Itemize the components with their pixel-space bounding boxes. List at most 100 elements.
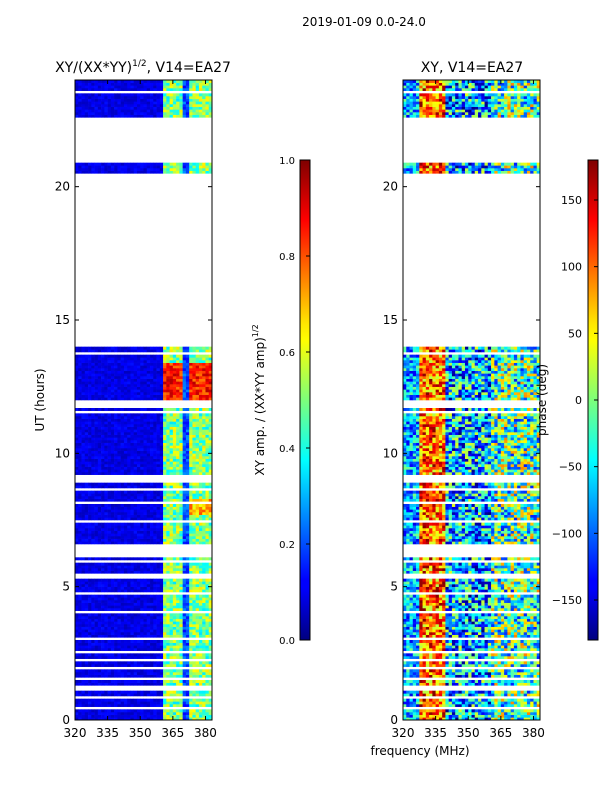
heatmap-cell — [205, 482, 210, 486]
heatmap-cell — [123, 445, 128, 449]
heatmap-cell — [140, 482, 144, 486]
heatmap-cell — [114, 450, 118, 454]
heatmap-cell — [150, 581, 154, 585]
heatmap-cell — [127, 642, 131, 646]
heatmap-cell — [117, 106, 121, 110]
heatmap-cell — [110, 690, 115, 694]
heatmap-cell — [143, 717, 148, 721]
heatmap-cell — [91, 453, 95, 457]
heatmap-cell — [97, 584, 102, 587]
heatmap-cell — [101, 432, 105, 435]
heatmap-cell — [172, 712, 177, 715]
heatmap-cell — [159, 589, 164, 593]
heatmap-cell — [101, 450, 105, 454]
heatmap-cell — [75, 114, 79, 118]
heatmap-cell — [88, 514, 92, 518]
heatmap-cell — [130, 538, 135, 542]
heatmap-cell — [146, 661, 151, 665]
heatmap-cell — [130, 362, 135, 366]
heatmap-cell — [169, 586, 174, 590]
heatmap-cell — [81, 616, 86, 619]
heatmap-cell — [130, 386, 135, 390]
heatmap-cell — [130, 448, 135, 451]
heatmap-cell — [81, 570, 86, 574]
heatmap-cell — [163, 584, 167, 587]
heatmap-cell — [208, 565, 213, 569]
heatmap-cell — [130, 440, 135, 443]
heatmap-cell — [140, 450, 144, 454]
heatmap-cell — [91, 586, 95, 590]
heatmap-cell — [136, 653, 141, 657]
heatmap-cell — [133, 664, 138, 667]
heatmap-cell — [114, 536, 118, 539]
heatmap-cell — [104, 568, 108, 571]
heatmap-cell — [123, 693, 128, 697]
heatmap-cell — [84, 378, 89, 382]
heatmap-cell — [205, 381, 210, 385]
heatmap-cell — [192, 533, 196, 537]
heatmap-cell — [198, 698, 203, 702]
heatmap-cell — [78, 416, 82, 419]
heatmap-cell — [156, 536, 161, 539]
heatmap-cell — [159, 570, 164, 574]
heatmap-cell — [156, 557, 161, 561]
heatmap-cell — [163, 440, 167, 443]
heatmap-cell — [123, 424, 128, 427]
heatmap-cell — [101, 565, 105, 569]
heatmap-cell — [179, 392, 183, 395]
heatmap-cell — [81, 600, 86, 603]
heatmap-cell — [104, 565, 108, 569]
heatmap-cell — [205, 432, 210, 435]
heatmap-cell — [94, 453, 99, 457]
heatmap-cell — [159, 464, 164, 467]
heatmap-cell — [133, 509, 138, 513]
heatmap-cell — [159, 424, 164, 427]
heatmap-cell — [153, 493, 157, 497]
heatmap-cell — [176, 464, 180, 467]
heatmap-cell — [88, 370, 92, 374]
heatmap-cell — [136, 421, 141, 425]
heatmap-cell — [75, 408, 79, 411]
heatmap-cell — [189, 530, 193, 534]
heatmap-cell — [195, 594, 200, 598]
heatmap-cell — [179, 432, 183, 435]
heatmap-cell — [169, 469, 174, 473]
heatmap-cell — [163, 424, 167, 427]
heatmap-cell — [97, 605, 102, 609]
heatmap-cell — [130, 165, 135, 169]
heatmap-cell — [146, 656, 151, 659]
heatmap-cell — [156, 704, 161, 707]
heatmap-cell — [120, 581, 125, 585]
heatmap-cell — [150, 445, 154, 449]
heatmap-cell — [198, 378, 203, 382]
heatmap-cell — [107, 170, 112, 174]
heatmap-cell — [140, 517, 144, 521]
heatmap-cell — [101, 645, 105, 649]
heatmap-cell — [166, 445, 170, 449]
heatmap-cell — [208, 586, 213, 590]
heatmap-cell — [81, 701, 86, 705]
heatmap-cell — [169, 413, 174, 417]
heatmap-cell — [192, 701, 196, 705]
heatmap-cell — [88, 661, 92, 665]
heatmap-cell — [208, 442, 213, 446]
heatmap-cell — [91, 346, 95, 350]
heatmap-cell — [114, 498, 118, 502]
heatmap-cell — [143, 664, 148, 667]
heatmap-cell — [107, 642, 112, 646]
heatmap-cell — [205, 528, 210, 531]
heatmap-cell — [163, 418, 167, 422]
heatmap-cell — [75, 504, 79, 507]
heatmap-cell — [107, 493, 112, 497]
heatmap-cell — [136, 472, 141, 475]
heatmap-cell — [107, 360, 112, 363]
heatmap-cell — [88, 533, 92, 537]
heatmap-cell — [133, 682, 138, 686]
heatmap-cell — [78, 616, 82, 619]
heatmap-cell — [127, 357, 131, 361]
heatmap-cell — [136, 370, 141, 374]
heatmap-cell — [91, 170, 95, 174]
heatmap-cell — [179, 165, 183, 169]
heatmap-cell — [88, 106, 92, 110]
heatmap-cell — [140, 624, 144, 627]
